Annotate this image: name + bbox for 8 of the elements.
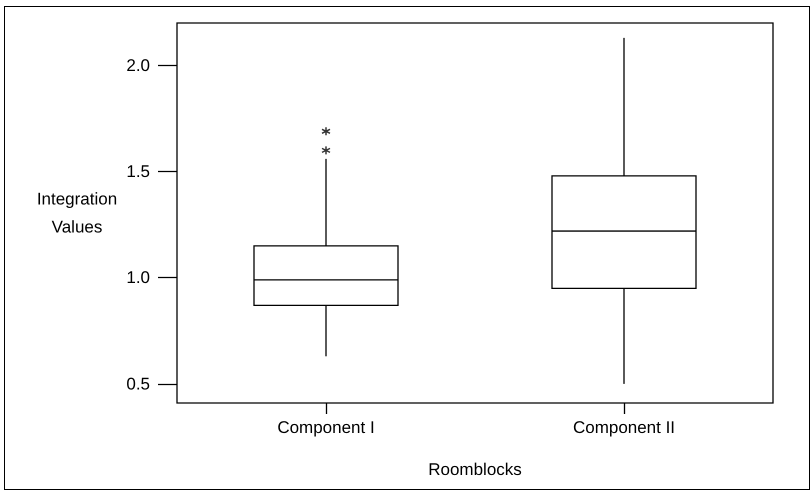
y-axis-title: Integration Values: [36, 190, 118, 236]
y-tick-label: 1.5: [126, 162, 150, 182]
x-tick-label: Component I: [277, 418, 375, 437]
x-tick-label: Component II: [572, 418, 676, 437]
y-tick-label: 2.0: [126, 56, 150, 75]
y-tick-label: 1.0: [126, 268, 150, 288]
y-tick-label: 0.5: [126, 374, 150, 394]
x-axis-title: Roomblocks: [428, 460, 522, 479]
